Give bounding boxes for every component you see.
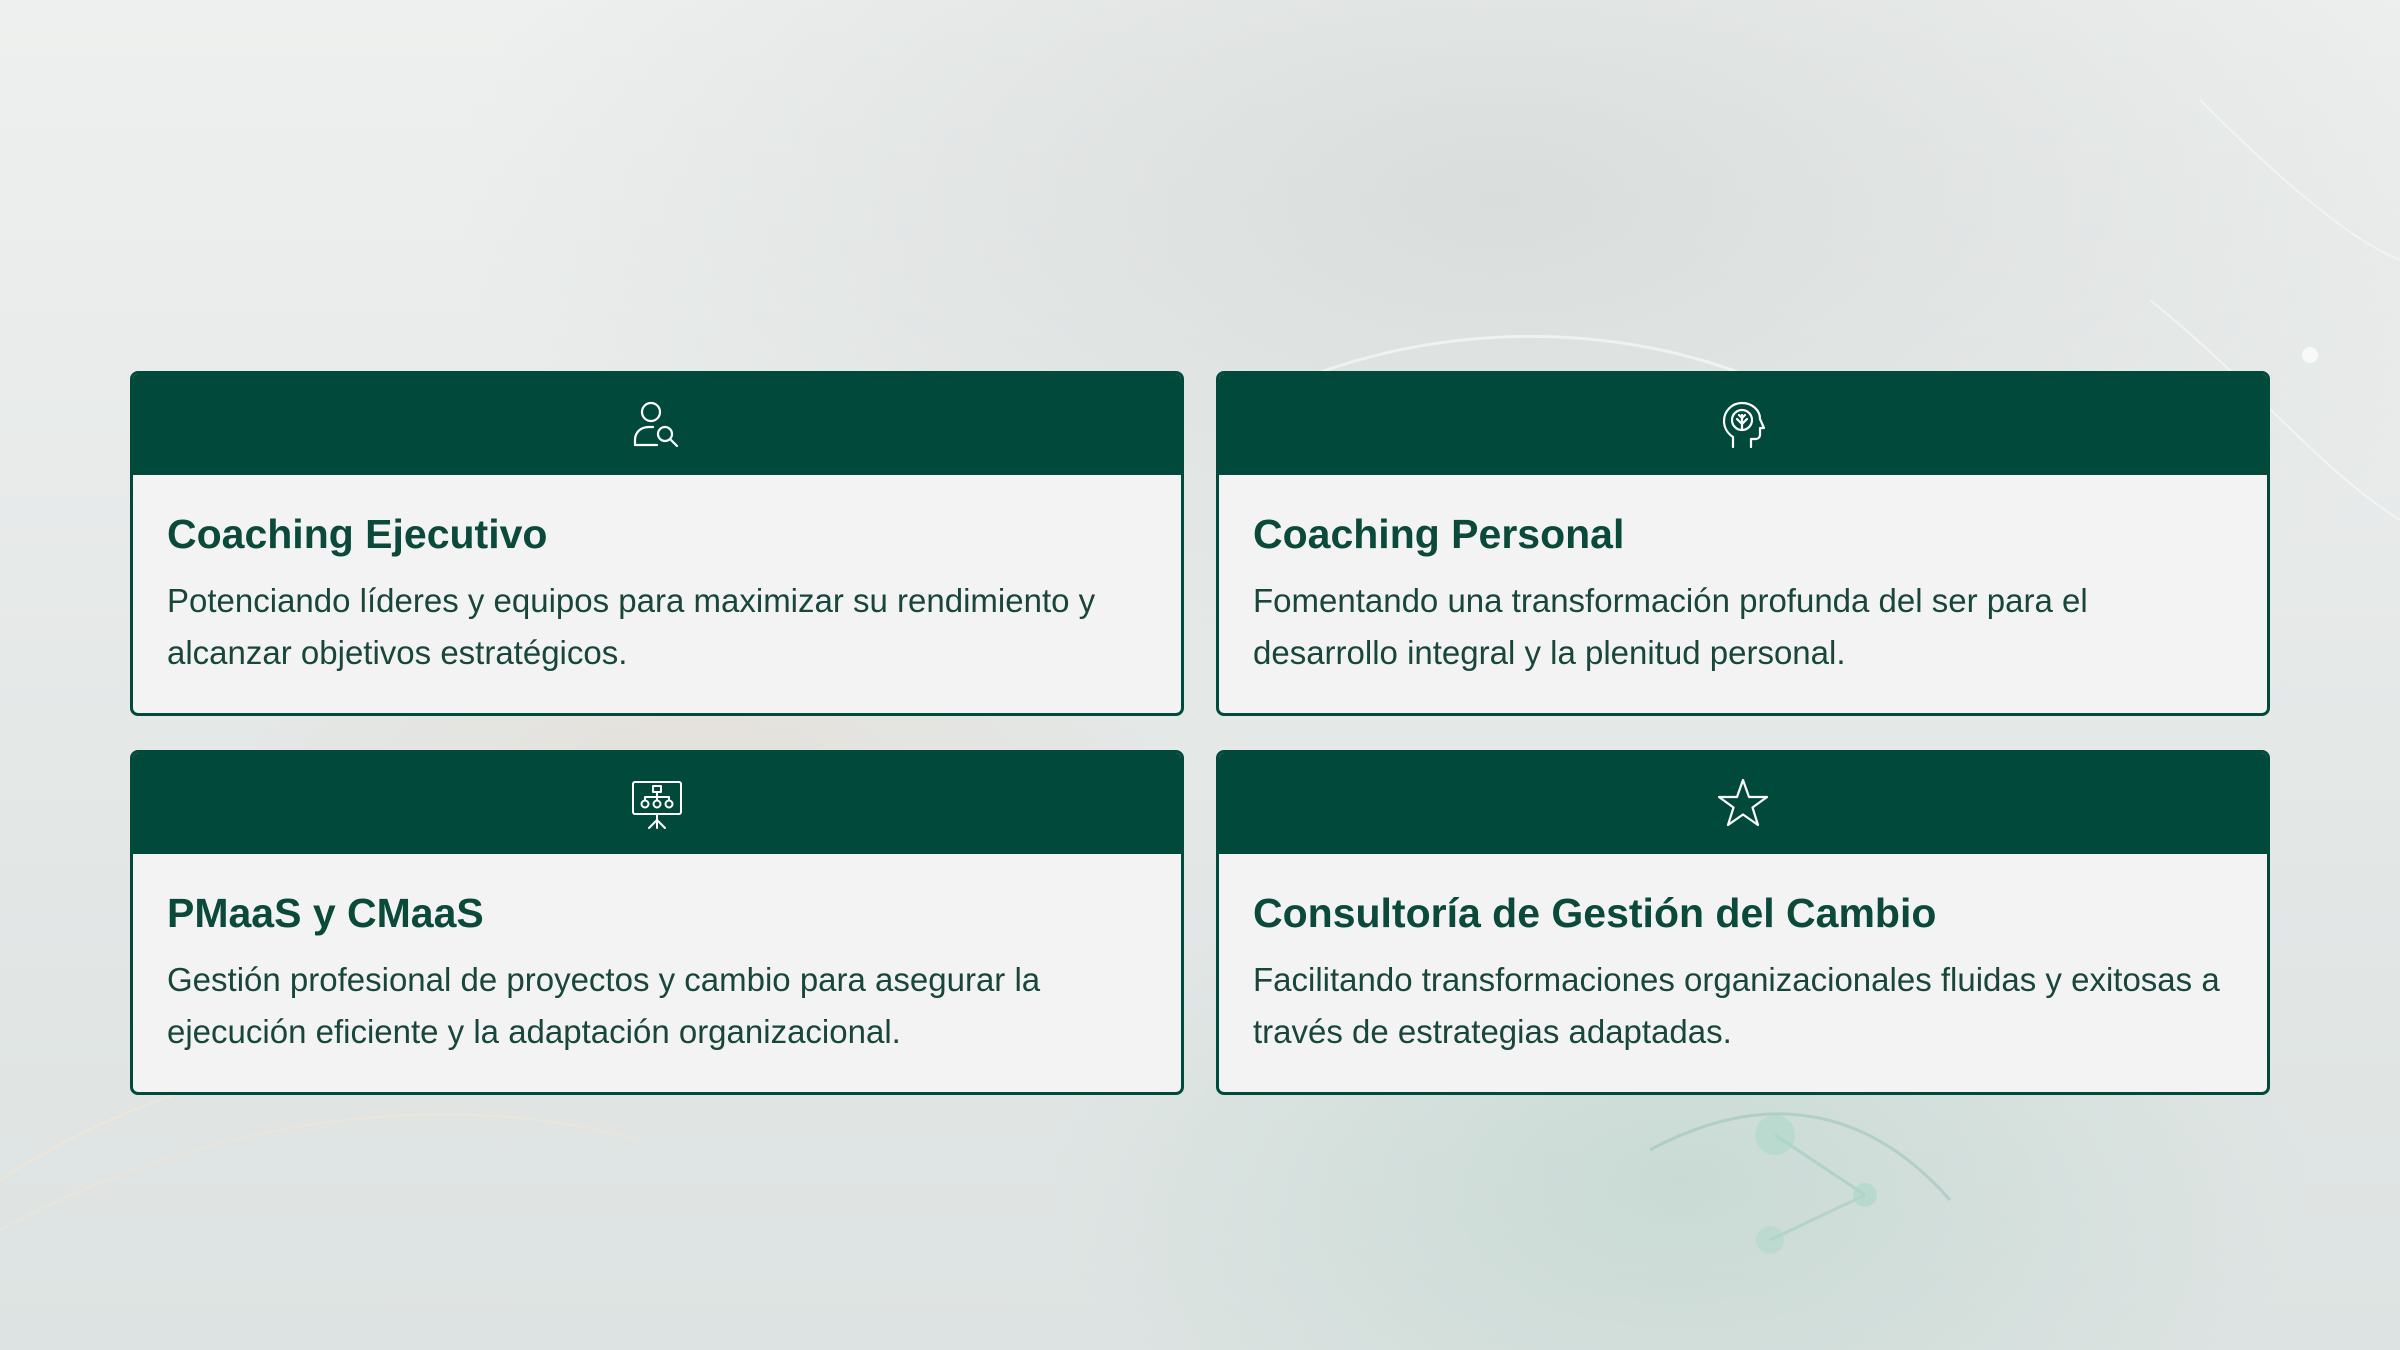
card-header <box>1219 374 2267 475</box>
card-description: Gestión profesional de proyectos y cambi… <box>167 961 1041 1050</box>
service-card-pmaas-cmaas: PMaaS y CMaaS Gestión profesional de pro… <box>130 750 1184 1095</box>
card-description: Fomentando una transformación profunda d… <box>1253 582 2088 671</box>
card-title: Coaching Ejecutivo <box>167 511 548 557</box>
card-body: PMaaS y CMaaS Gestión profesional de pro… <box>133 854 1181 1058</box>
presentation-board-icon <box>632 780 682 829</box>
card-description: Potenciando líderes y equipos para maxim… <box>167 582 1096 671</box>
head-brain-icon <box>1722 401 1766 448</box>
service-card-coaching-ejecutivo: Coaching Ejecutivo Potenciando líderes y… <box>130 371 1184 716</box>
card-title: Coaching Personal <box>1253 511 1625 557</box>
card-header <box>133 753 1181 854</box>
service-card-consultoria-cambio: Consultoría de Gestión del Cambio Facili… <box>1216 750 2270 1095</box>
card-body: Consultoría de Gestión del Cambio Facili… <box>1219 854 2267 1058</box>
service-card-coaching-personal: Coaching Personal Fomentando una transfo… <box>1216 371 2270 716</box>
card-header <box>133 374 1181 475</box>
card-body: Coaching Ejecutivo Potenciando líderes y… <box>133 475 1181 679</box>
card-title: Consultoría de Gestión del Cambio <box>1253 890 1937 936</box>
card-body: Coaching Personal Fomentando una transfo… <box>1219 475 2267 679</box>
star-icon <box>1717 778 1769 826</box>
card-header <box>1219 753 2267 854</box>
services-grid: Coaching Ejecutivo Potenciando líderes y… <box>130 371 2270 1095</box>
card-title: PMaaS y CMaaS <box>167 890 484 936</box>
card-description: Facilitando transformaciones organizacio… <box>1253 961 2220 1050</box>
user-search-icon <box>633 401 679 447</box>
